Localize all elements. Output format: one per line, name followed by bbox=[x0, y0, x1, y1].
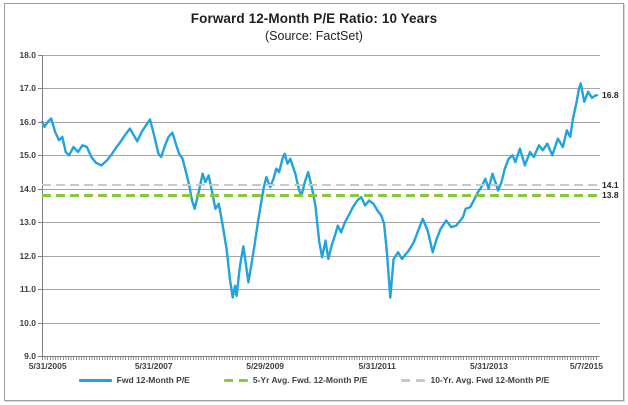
y-axis-tick bbox=[38, 356, 42, 357]
y-grid-line bbox=[42, 322, 600, 324]
y-grid-line bbox=[42, 222, 600, 224]
y-axis-tick bbox=[38, 188, 42, 190]
legend: Fwd 12-Month P/E 5-Yr Avg. Fwd. 12-Month … bbox=[0, 375, 628, 385]
y-axis-tick bbox=[38, 322, 42, 324]
y-tick-label: 17.0 bbox=[19, 83, 36, 94]
y-tick-label: 13.0 bbox=[19, 217, 36, 228]
y-axis-tick bbox=[38, 55, 42, 56]
legend-swatch-line bbox=[78, 378, 112, 382]
y-grid-line bbox=[42, 88, 600, 90]
legend-label: 10-Yr. Avg. Fwd 12-Month P/E bbox=[430, 375, 550, 385]
pe-line bbox=[41, 82, 599, 299]
y-grid-line bbox=[42, 55, 600, 56]
y-tick-label: 14.0 bbox=[19, 183, 36, 194]
x-tick-label: 5/31/2005 bbox=[28, 361, 67, 371]
legend-label: 5-Yr Avg. Fwd. 12-Month P/E bbox=[252, 375, 368, 385]
avg-value-label: 13.8 bbox=[602, 190, 619, 201]
legend-swatch-dashes bbox=[223, 378, 248, 382]
y-axis-tick bbox=[38, 155, 42, 157]
avg-5yr-line bbox=[42, 194, 597, 198]
x-tick-label: 5/7/2015 bbox=[569, 361, 603, 371]
avg-10yr-line bbox=[42, 184, 597, 187]
chart-subtitle: (Source: FactSet) bbox=[265, 29, 363, 43]
y-axis-tick bbox=[38, 88, 42, 90]
y-tick-label: 12.0 bbox=[19, 250, 36, 261]
x-axis-minor-ticks bbox=[42, 357, 598, 360]
y-tick-label: 11.0 bbox=[19, 284, 36, 295]
figure-border bbox=[4, 3, 624, 401]
y-axis-line bbox=[42, 55, 43, 357]
y-tick-label: 15.0 bbox=[19, 150, 36, 161]
y-grid-line bbox=[42, 155, 600, 157]
y-axis-tick bbox=[38, 222, 42, 224]
y-grid-line bbox=[42, 121, 600, 123]
x-tick-label: 5/31/2011 bbox=[358, 361, 396, 371]
legend-swatch-dashes bbox=[401, 378, 426, 382]
y-axis-tick bbox=[38, 289, 42, 291]
x-tick-label: 5/31/2007 bbox=[134, 361, 173, 371]
legend-label: Fwd 12-Month P/E bbox=[116, 375, 190, 385]
y-grid-line bbox=[42, 188, 600, 190]
chart-title: Forward 12-Month P/E Ratio: 10 Years bbox=[190, 11, 438, 26]
x-tick-label: 5/31/2013 bbox=[470, 361, 508, 371]
line-end-value-label: 16.8 bbox=[602, 90, 619, 101]
y-tick-label: 9.0 bbox=[24, 351, 36, 361]
x-axis-line bbox=[42, 356, 598, 357]
legend-item: Fwd 12-Month P/E bbox=[78, 375, 190, 385]
y-tick-label: 18.0 bbox=[19, 50, 36, 60]
pe-line-svg bbox=[41, 82, 599, 299]
y-grid-line bbox=[42, 289, 600, 291]
y-tick-label: 10.0 bbox=[19, 317, 36, 328]
avg-value-label: 14.1 bbox=[602, 180, 619, 191]
x-tick-label: 5/29/2009 bbox=[246, 361, 285, 371]
y-axis-tick bbox=[38, 121, 42, 123]
legend-item: 5-Yr Avg. Fwd. 12-Month P/E bbox=[223, 375, 368, 385]
legend-item: 10-Yr. Avg. Fwd 12-Month P/E bbox=[401, 375, 549, 385]
y-tick-label: 16.0 bbox=[19, 116, 36, 127]
y-axis-tick bbox=[38, 255, 42, 257]
